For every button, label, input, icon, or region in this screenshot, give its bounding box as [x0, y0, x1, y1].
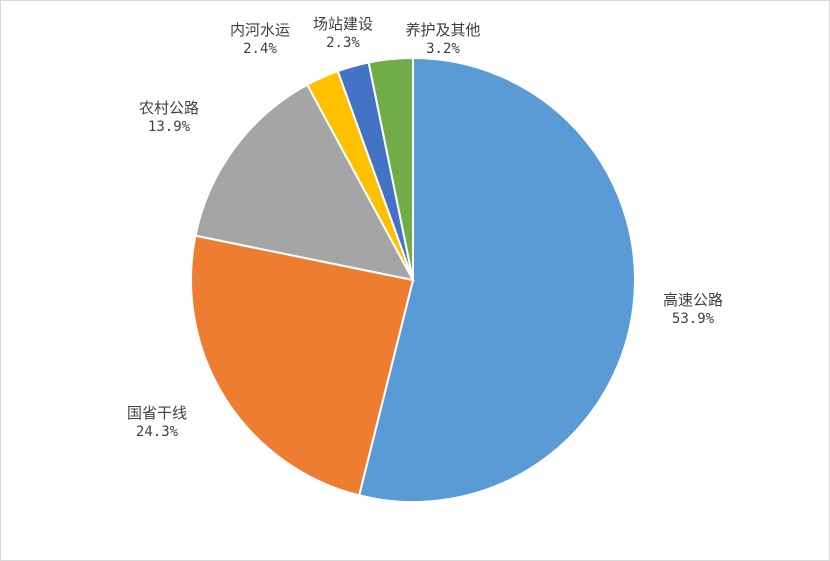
pie-slice-highway — [357, 56, 636, 503]
label-highway-value: 53.9% — [671, 311, 715, 327]
label-highway: 高速公路 53.9% — [663, 291, 723, 329]
label-waterway-name: 内河水运 — [229, 21, 291, 39]
label-station-name: 场站建设 — [312, 15, 374, 33]
label-highway-name: 高速公路 — [662, 291, 724, 309]
label-other-name: 养护及其他 — [405, 21, 481, 39]
label-national-name: 国省干线 — [126, 404, 188, 422]
pie-slice-other — [367, 56, 414, 281]
pie-slice-national — [190, 234, 415, 497]
pie-slice-rural — [194, 83, 415, 282]
label-station-value: 2.3% — [326, 35, 360, 51]
label-waterway: 内河水运 2.4% — [230, 21, 290, 59]
label-rural: 农村公路 13.9% — [139, 99, 199, 137]
label-rural-name: 农村公路 — [138, 99, 200, 117]
label-other: 养护及其他 3.2% — [405, 21, 480, 59]
label-rural-value: 13.9% — [147, 119, 191, 135]
label-national-value: 24.3% — [135, 424, 179, 440]
label-waterway-value: 2.4% — [243, 41, 277, 57]
label-national: 国省干线 24.3% — [127, 404, 187, 442]
label-other-value: 3.2% — [426, 41, 460, 57]
label-station: 场站建设 2.3% — [313, 15, 373, 53]
